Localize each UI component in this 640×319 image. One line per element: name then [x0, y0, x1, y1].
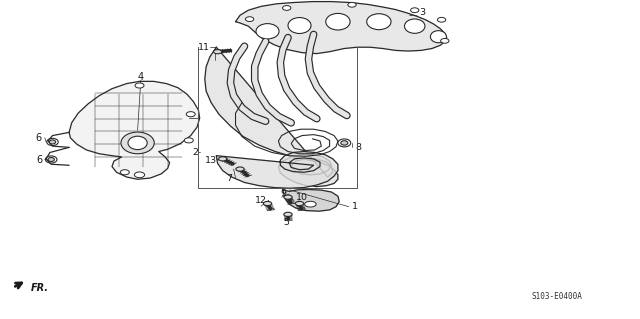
Ellipse shape: [218, 157, 227, 161]
Ellipse shape: [186, 112, 195, 117]
Text: 11: 11: [198, 43, 209, 52]
Ellipse shape: [282, 6, 291, 11]
Polygon shape: [216, 152, 338, 188]
Ellipse shape: [256, 24, 279, 39]
Ellipse shape: [134, 172, 145, 178]
Text: FR.: FR.: [31, 283, 49, 293]
Ellipse shape: [246, 17, 254, 22]
Text: 6: 6: [36, 155, 43, 165]
Ellipse shape: [404, 19, 425, 33]
Ellipse shape: [128, 136, 147, 150]
Text: 9: 9: [280, 189, 286, 198]
Ellipse shape: [263, 202, 272, 206]
Ellipse shape: [135, 83, 144, 88]
Ellipse shape: [296, 202, 304, 206]
Ellipse shape: [49, 140, 56, 144]
Ellipse shape: [438, 18, 445, 22]
Text: 10: 10: [296, 193, 308, 202]
Ellipse shape: [121, 132, 154, 154]
Text: S103-E0400A: S103-E0400A: [531, 292, 582, 300]
Ellipse shape: [284, 212, 292, 217]
Text: 5: 5: [284, 218, 290, 227]
Text: 1: 1: [352, 202, 358, 211]
Text: 13: 13: [205, 156, 217, 165]
Polygon shape: [236, 2, 447, 54]
Ellipse shape: [236, 167, 244, 171]
Polygon shape: [205, 47, 338, 187]
Ellipse shape: [348, 3, 356, 7]
Text: 12: 12: [255, 196, 267, 205]
Polygon shape: [283, 189, 339, 211]
Ellipse shape: [440, 39, 449, 43]
Text: 6: 6: [35, 133, 42, 143]
Ellipse shape: [288, 18, 311, 33]
Ellipse shape: [305, 201, 316, 207]
Text: 2: 2: [192, 148, 198, 157]
Text: 4: 4: [138, 71, 144, 82]
Ellipse shape: [184, 138, 193, 143]
Polygon shape: [69, 81, 200, 179]
Ellipse shape: [431, 31, 447, 43]
Ellipse shape: [48, 158, 54, 161]
Ellipse shape: [284, 195, 292, 199]
Text: 8: 8: [355, 143, 362, 152]
Ellipse shape: [120, 170, 129, 175]
Ellipse shape: [367, 14, 391, 30]
Ellipse shape: [411, 8, 419, 13]
Text: 7: 7: [226, 174, 232, 182]
Ellipse shape: [214, 49, 222, 54]
Ellipse shape: [326, 13, 350, 30]
Ellipse shape: [341, 141, 348, 145]
Text: 3: 3: [419, 8, 426, 17]
